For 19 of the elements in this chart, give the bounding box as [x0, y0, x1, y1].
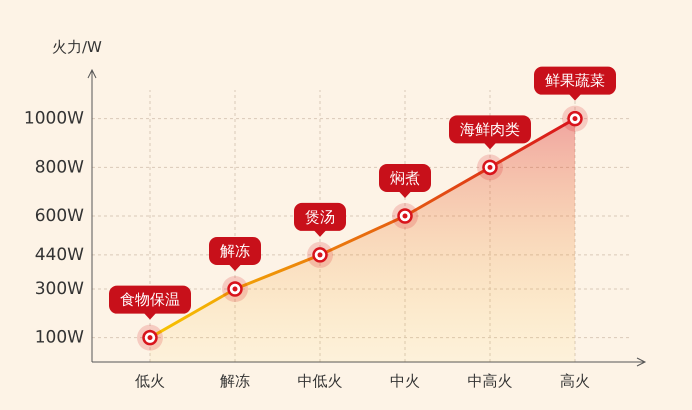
x-tick-label: 中低火: [298, 372, 342, 390]
y-tick-label: 600W: [34, 206, 84, 226]
annotation: 解冻: [220, 242, 250, 260]
y-axis-title: 火力/W: [52, 38, 102, 56]
x-tick-label: 低火: [135, 372, 165, 390]
y-tick-label: 800W: [34, 157, 84, 178]
x-tick-label: 解冻: [220, 372, 250, 390]
annotation: 煲汤: [305, 208, 335, 226]
y-tick-label: 100W: [34, 328, 84, 348]
x-tick-label: 中高火: [468, 372, 512, 390]
y-tick-label: 440W: [34, 244, 84, 265]
annotation: 焖煮: [390, 169, 420, 187]
annotation: 海鲜肉类: [460, 120, 520, 138]
y-tick-label: 300W: [34, 279, 84, 299]
x-tick-label: 中火: [390, 372, 420, 390]
x-tick-label: 高火: [560, 372, 590, 390]
annotation: 鲜果蔬菜: [545, 72, 605, 90]
annotation: 食物保温: [120, 290, 180, 309]
y-tick-label: 1000W: [24, 108, 84, 129]
